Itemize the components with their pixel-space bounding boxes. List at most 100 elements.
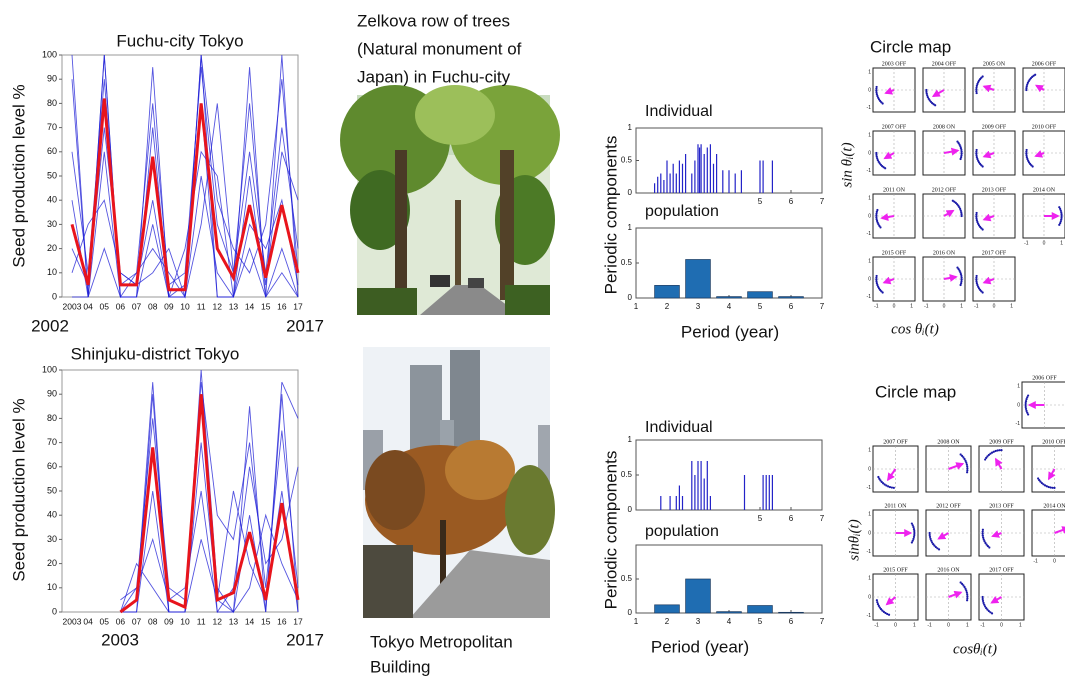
phase-dot [913,534,915,536]
y-tick-label: 50 [47,485,57,495]
x-tick-label: 6 [789,514,794,523]
x-tick-label: -1 [980,622,985,628]
x-tick-label: 1 [1010,303,1013,309]
phase-dot [960,581,962,583]
circle-panel: 2012 OFF [926,503,971,556]
x-tick-label: 5 [758,514,763,523]
x-tick-label: 4 [727,617,732,626]
x-tick-label: 2 [665,617,670,626]
x-tick-label: 7 [820,514,825,523]
x-tick-label: -1 [874,303,879,309]
phase-dot [966,463,968,465]
y-tick-label: 0 [52,606,57,616]
annotation: 2002 [31,316,69,335]
phase-dot [1000,449,1002,451]
bar [655,605,680,613]
phase-dot [891,486,893,488]
panel-label: 2010 OFF [1042,439,1065,445]
x-tick-label: 2003 [63,301,82,311]
bar [772,161,773,194]
bar [766,475,767,510]
panel-label: 2016 ON [933,250,956,256]
bar [686,579,711,613]
panel-label: 2011 ON [883,187,906,193]
annotation: 2017 [286,316,324,335]
y-tick-label: 0.5 [621,574,633,583]
phase-dot [960,453,962,455]
bar [676,174,677,194]
x-tick-label: 05 [100,301,110,311]
x-tick-label: 04 [83,616,93,626]
x-tick-label: 13 [229,616,239,626]
phase-dot [882,102,884,104]
x-tick-label: -1 [1033,558,1038,564]
phase-dot [982,531,984,533]
y-axis-label: Periodic components [601,136,620,295]
phase-dot [976,85,978,87]
plot-frame [636,440,822,510]
phase-dot [893,487,895,489]
x-tick-label: 04 [83,301,93,311]
x-tick-label: 09 [164,616,174,626]
y-tick-label: 40 [47,195,57,205]
bar [679,486,680,511]
phase-dot [966,595,968,597]
phase-dot [1032,165,1034,167]
bar [699,148,700,194]
y-tick-label: 0 [1017,402,1020,408]
chart-title: Circle map [875,382,956,401]
bar [657,177,658,193]
photo-zelkova [340,85,560,315]
y-tick-label: 0.5 [621,258,633,267]
y-tick-label: 90 [47,389,57,399]
bar [735,174,736,194]
phase-dot [911,522,913,524]
y-tick-label: -1 [867,485,872,491]
bar [676,496,677,510]
x-tick-label: 16 [277,301,287,311]
phase-dot [876,211,878,213]
phase-dot [966,593,968,595]
panel-label: 2006 OFF [1032,61,1057,67]
x-tick-label: 1 [1060,240,1063,246]
panel-label: 2007 OFF [883,439,908,445]
phase-dot [984,458,986,460]
bar [691,461,692,510]
phase-dot [960,156,962,158]
x-tick-label: 5 [758,302,763,311]
photo-caption: Building [370,657,431,676]
y-tick-label: 0 [628,505,633,514]
y-tick-label: 90 [47,74,57,84]
y-tick-label: 0 [868,276,871,282]
bar [679,161,680,194]
x-tick-label: 15 [261,301,271,311]
phase-dot [938,548,940,550]
panel-label: 2015 OFF [883,567,908,573]
phase-dot [888,614,890,616]
x-tick-label: 0 [1000,622,1003,628]
y-tick-label: 1 [628,123,633,132]
y-tick-label: 1 [868,196,871,202]
x-tick-label: 6 [789,197,794,206]
phase-dot [882,291,884,293]
bar [763,161,764,194]
y-tick-label: -1 [867,613,872,619]
bar [654,183,655,193]
y-tick-label: 1 [868,133,871,139]
x-tick-label: 0 [943,303,946,309]
y-tick-label: 0.5 [621,156,633,165]
phase-dot [1051,487,1053,489]
phase-dot [934,104,936,106]
bar [710,144,711,193]
phase-dot [929,536,931,538]
phase-dot [876,601,878,603]
photo-caption: Tokyo Metropolitan [370,632,513,651]
phase-dot [966,469,968,471]
bar [741,170,742,193]
y-axis-label: sin θᵢ(t) [839,142,855,187]
bar [772,475,773,510]
y-tick-label: 0 [868,594,871,600]
x-axis-label: Period (year) [651,637,749,656]
bar [666,161,667,194]
phase-dot [975,217,977,219]
